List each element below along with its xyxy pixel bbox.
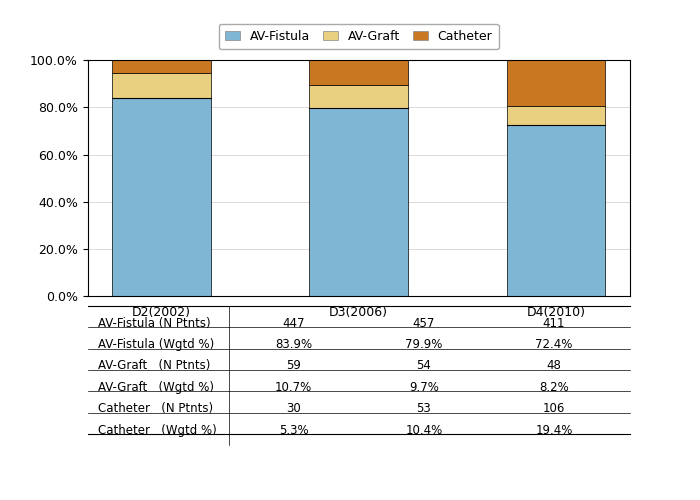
Text: 72.4%: 72.4% bbox=[536, 338, 573, 351]
Text: 10.4%: 10.4% bbox=[405, 424, 442, 436]
Text: AV-Graft   (Wgtd %): AV-Graft (Wgtd %) bbox=[98, 380, 214, 394]
Text: 9.7%: 9.7% bbox=[409, 380, 439, 394]
Text: 54: 54 bbox=[416, 360, 431, 372]
Bar bbox=[112, 60, 211, 73]
Text: 457: 457 bbox=[413, 316, 435, 330]
Bar bbox=[507, 60, 606, 106]
Text: 10.7%: 10.7% bbox=[275, 380, 312, 394]
Text: 106: 106 bbox=[543, 402, 565, 415]
Text: 19.4%: 19.4% bbox=[536, 424, 573, 436]
Text: Catheter   (N Ptnts): Catheter (N Ptnts) bbox=[98, 402, 214, 415]
Text: 447: 447 bbox=[282, 316, 305, 330]
Text: AV-Fistula (Wgtd %): AV-Fistula (Wgtd %) bbox=[98, 338, 215, 351]
Text: 8.2%: 8.2% bbox=[539, 380, 569, 394]
Legend: AV-Fistula, AV-Graft, Catheter: AV-Fistula, AV-Graft, Catheter bbox=[219, 24, 498, 49]
Bar bbox=[309, 60, 408, 84]
Bar bbox=[507, 106, 606, 126]
Text: 30: 30 bbox=[286, 402, 301, 415]
Text: Catheter   (Wgtd %): Catheter (Wgtd %) bbox=[98, 424, 217, 436]
Bar bbox=[112, 73, 211, 98]
Bar bbox=[309, 84, 408, 108]
Text: 5.3%: 5.3% bbox=[279, 424, 309, 436]
Text: 59: 59 bbox=[286, 360, 301, 372]
Text: 48: 48 bbox=[547, 360, 561, 372]
Text: 79.9%: 79.9% bbox=[405, 338, 442, 351]
Bar bbox=[309, 108, 408, 296]
Text: AV-Fistula (N Ptnts): AV-Fistula (N Ptnts) bbox=[98, 316, 211, 330]
Text: 83.9%: 83.9% bbox=[275, 338, 312, 351]
Bar bbox=[112, 98, 211, 296]
Text: 411: 411 bbox=[542, 316, 566, 330]
Text: AV-Graft   (N Ptnts): AV-Graft (N Ptnts) bbox=[98, 360, 211, 372]
Bar bbox=[507, 126, 606, 296]
Text: 53: 53 bbox=[416, 402, 431, 415]
